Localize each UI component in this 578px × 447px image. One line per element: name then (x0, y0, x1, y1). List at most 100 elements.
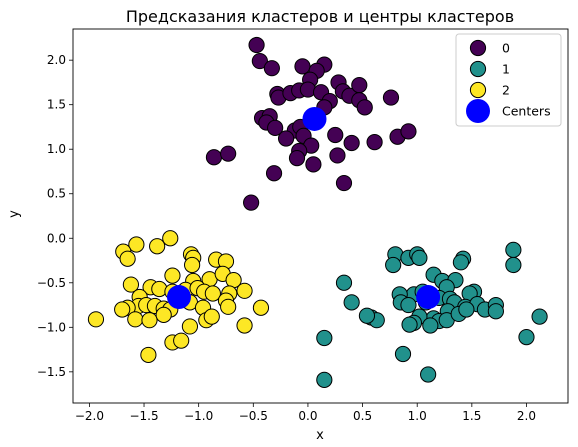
data-point-cluster-2 (151, 280, 168, 298)
y-tick-label: −1.0 (37, 320, 66, 334)
data-point-cluster-2 (128, 236, 145, 253)
data-point-cluster-1 (401, 316, 418, 333)
data-point-cluster-1 (400, 296, 417, 314)
data-point-cluster-0 (400, 123, 417, 140)
x-tick-label: 1.0 (408, 409, 427, 423)
x-tick-label: 0.0 (298, 409, 317, 423)
data-point-cluster-1 (335, 274, 353, 291)
data-point-cluster-0 (220, 145, 237, 162)
legend-label: 2 (502, 83, 510, 98)
plot-frame (72, 28, 569, 404)
data-point-cluster-0 (248, 36, 265, 54)
data-point-cluster-0 (243, 194, 260, 211)
data-point-cluster-1 (411, 249, 428, 266)
y-tick-label: 0.0 (47, 231, 66, 245)
data-point-cluster-0 (305, 156, 322, 173)
x-tick-label: −0.5 (239, 409, 268, 423)
data-point-cluster-2 (114, 301, 131, 318)
data-point-cluster-1 (452, 254, 470, 271)
x-tick-label: 2.0 (517, 409, 536, 423)
data-point-cluster-2 (87, 311, 105, 328)
data-point-cluster-0 (335, 174, 353, 192)
x-tick-label: 1.5 (462, 409, 481, 423)
data-point-cluster-2 (141, 312, 158, 329)
data-point-cluster-2 (203, 308, 220, 325)
data-point-cluster-0 (343, 134, 360, 152)
x-tick-label: −1.0 (184, 409, 213, 423)
data-point-cluster-1 (505, 256, 522, 274)
y-tick-label: 1.5 (47, 98, 66, 112)
data-point-cluster-2 (184, 256, 201, 274)
data-point-cluster-1 (518, 329, 535, 346)
x-axis-label: x (316, 428, 324, 443)
data-point-cluster-0 (265, 165, 283, 182)
data-point-cluster-1 (505, 241, 522, 258)
data-point-cluster-0 (277, 130, 295, 147)
data-point-cluster-2 (149, 238, 166, 255)
legend-label: 0 (502, 41, 510, 56)
data-points (87, 36, 548, 388)
data-point-cluster-2 (122, 276, 140, 293)
data-point-cluster-0 (205, 149, 223, 166)
y-axis-label: y (7, 210, 22, 218)
legend-marker (469, 39, 487, 57)
cluster-centers (166, 106, 441, 310)
y-tick-label: −0.5 (37, 276, 66, 290)
data-point-cluster-1 (316, 371, 333, 388)
legend-marker (466, 99, 490, 123)
y-axis-ticks: −1.5 −1.0 −0.5 0.0 0.5 1.0 1.5 2.0 (37, 53, 73, 379)
data-point-cluster-2 (155, 306, 172, 323)
data-point-cluster-2 (236, 317, 253, 334)
data-point-cluster-1 (343, 294, 360, 311)
y-tick-label: 1.0 (47, 142, 66, 156)
data-point-cluster-2 (181, 318, 199, 335)
y-tick-label: 2.0 (47, 53, 66, 67)
data-point-cluster-0 (366, 133, 383, 151)
data-point-cluster-2 (127, 311, 144, 328)
data-point-cluster-1 (422, 317, 439, 334)
x-axis-ticks: −2.0 −1.5 −1.0 −0.5 0.0 0.5 1.0 1.5 2.0 (75, 403, 536, 423)
legend-marker (469, 60, 487, 78)
legend: 0 1 2 Centers (455, 33, 562, 127)
legend-marker (469, 81, 487, 99)
data-point-cluster-1 (531, 308, 548, 325)
cluster-center-point (416, 285, 441, 310)
data-point-cluster-2 (220, 298, 237, 315)
data-point-cluster-2 (140, 346, 157, 364)
data-point-cluster-0 (288, 150, 306, 167)
data-point-cluster-1 (316, 329, 333, 347)
data-point-cluster-2 (204, 285, 221, 302)
chart-title: Предсказания кластеров и центры кластеро… (126, 7, 514, 26)
data-point-cluster-1 (420, 366, 437, 383)
data-point-cluster-0 (382, 89, 400, 106)
cluster-center-point (166, 285, 191, 310)
data-point-cluster-1 (394, 345, 412, 363)
x-tick-label: −1.5 (129, 409, 158, 423)
y-tick-label: 0.5 (47, 187, 66, 201)
data-point-cluster-0 (329, 147, 346, 164)
data-point-cluster-1 (358, 307, 376, 324)
data-point-cluster-2 (173, 332, 190, 349)
data-point-cluster-0 (267, 119, 284, 136)
data-point-cluster-0 (299, 81, 317, 98)
data-point-cluster-0 (351, 77, 368, 94)
data-point-cluster-0 (327, 126, 344, 144)
data-point-cluster-2 (252, 299, 270, 316)
data-point-cluster-0 (294, 58, 311, 75)
data-point-cluster-2 (164, 267, 181, 284)
x-tick-label: 0.5 (353, 409, 372, 423)
data-point-cluster-2 (119, 250, 136, 267)
data-point-cluster-0 (356, 99, 373, 116)
data-point-cluster-1 (487, 303, 504, 320)
data-point-cluster-1 (458, 301, 475, 318)
data-point-cluster-2 (162, 230, 179, 247)
data-point-cluster-2 (236, 282, 253, 299)
x-tick-label: −2.0 (75, 409, 104, 423)
y-tick-label: −1.5 (37, 365, 66, 379)
data-point-cluster-1 (385, 256, 402, 274)
legend-label: 1 (502, 62, 510, 77)
data-point-cluster-0 (263, 60, 280, 77)
cluster-center-point (302, 106, 327, 131)
data-point-cluster-0 (251, 52, 268, 70)
